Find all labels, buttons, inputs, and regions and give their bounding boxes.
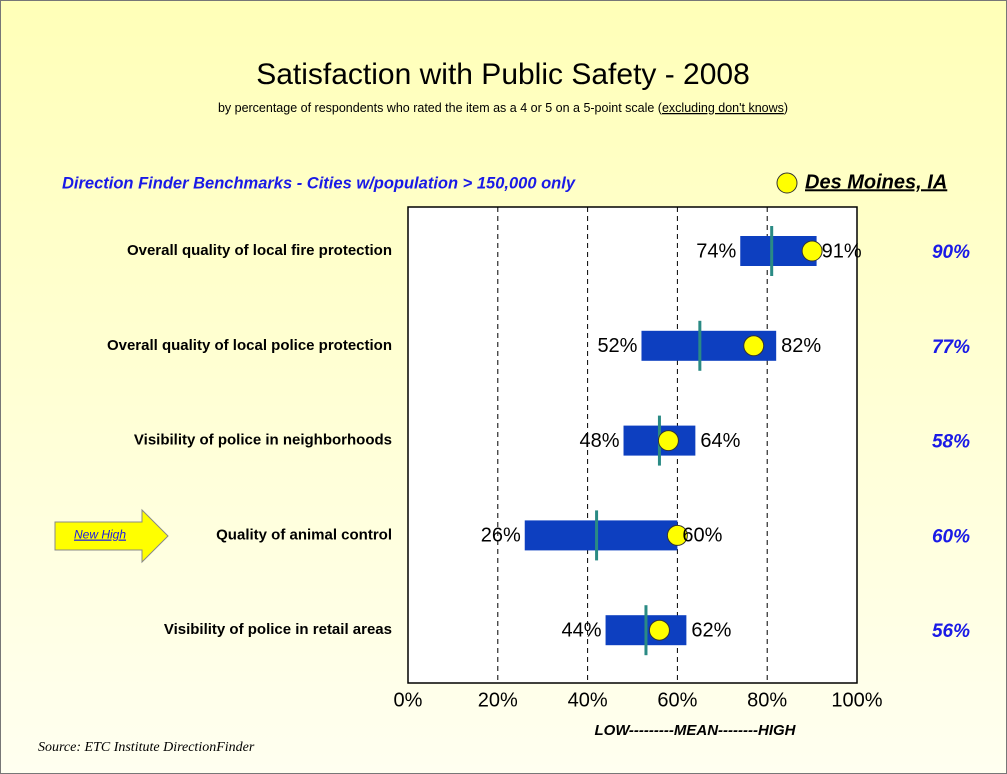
des-moines-dot xyxy=(801,240,823,262)
chart-title: Satisfaction with Public Safety - 2008 xyxy=(256,58,750,91)
subtitle: by percentage of respondents who rated t… xyxy=(218,101,663,115)
low-label: 26% xyxy=(481,525,521,547)
legend-label: Des Moines, IA xyxy=(805,171,947,193)
des-moines-value: 58% xyxy=(932,432,970,453)
high-label: 60% xyxy=(682,525,722,547)
des-moines-value: 90% xyxy=(932,242,970,263)
x-tick-label: 40% xyxy=(568,689,608,711)
subtitle-end: ) xyxy=(784,101,788,115)
category-label: Overall quality of local fire protection xyxy=(127,242,392,259)
category-label: Overall quality of local police protecti… xyxy=(107,337,392,354)
category-label: Quality of animal control xyxy=(216,526,392,543)
low-label: 48% xyxy=(579,430,619,452)
high-label: 91% xyxy=(822,240,862,262)
category-label: Visibility of police in retail areas xyxy=(164,621,392,638)
low-label: 44% xyxy=(562,619,602,641)
low-label: 74% xyxy=(696,240,736,262)
source: Source: ETC Institute DirectionFinder xyxy=(38,740,255,755)
des-moines-dot xyxy=(743,335,765,357)
annotation: New High xyxy=(74,528,126,542)
annotation-arrow xyxy=(54,508,169,564)
des-moines-value: 60% xyxy=(932,526,970,547)
x-tick-label: 80% xyxy=(747,689,787,711)
des-moines-dot xyxy=(666,524,688,546)
x-tick-label: 60% xyxy=(657,689,697,711)
high-label: 62% xyxy=(691,619,731,641)
high-label: 82% xyxy=(781,335,821,357)
range-bar xyxy=(524,520,678,551)
x-tick-label: 100% xyxy=(831,689,882,711)
des-moines-value: 56% xyxy=(932,621,970,642)
des-moines-dot xyxy=(657,430,679,452)
x-tick-label: 0% xyxy=(394,689,423,711)
x-axis-label: LOW---------MEAN--------HIGH xyxy=(594,722,796,739)
des-moines-dot xyxy=(648,619,670,641)
category-label: Visibility of police in neighborhoods xyxy=(134,432,392,449)
subtitle-underlined: excluding don't knows xyxy=(662,101,784,115)
x-tick-label: 20% xyxy=(478,689,518,711)
high-label: 64% xyxy=(700,430,740,452)
chart-subtitle: by percentage of respondents who rated t… xyxy=(218,101,788,115)
legend-marker xyxy=(776,172,798,194)
des-moines-value: 77% xyxy=(932,337,970,358)
low-label: 52% xyxy=(597,335,637,357)
benchmark-label: Direction Finder Benchmarks - Cities w/p… xyxy=(62,174,576,192)
